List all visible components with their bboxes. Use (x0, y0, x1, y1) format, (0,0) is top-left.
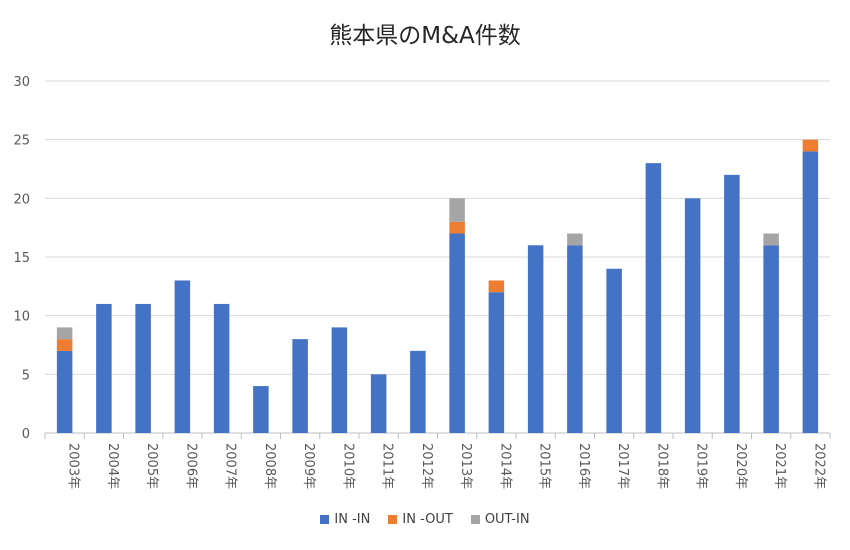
x-axis-ticks: 2003年 2004年 2005年 2006年 2007年 2008年 2009年 2010年… (66, 443, 827, 489)
y-tick-label: 0 (22, 427, 30, 442)
bar-in-in (763, 245, 779, 433)
bar-in-in (488, 292, 505, 433)
legend-item: IN -OUT (388, 512, 453, 527)
bar-in-in (135, 303, 151, 433)
legend-swatch (388, 515, 398, 524)
chart-title: 熊本県のM&A件数 (329, 23, 521, 49)
x-tick-label: 2022年 (811, 443, 826, 489)
x-tick-label: 2009年 (301, 443, 316, 489)
bar-in-in (606, 268, 622, 433)
bar-in-in (684, 198, 701, 433)
legend-label: IN -OUT (402, 512, 453, 527)
x-tick-label: 2018年 (654, 443, 669, 489)
x-tick-label: 2013年 (458, 443, 473, 489)
bar-in-in (174, 280, 191, 433)
x-tick-label: 2017年 (615, 443, 630, 489)
bar-in-in (645, 163, 662, 433)
gridlines (44, 80, 831, 439)
x-tick-label: 2008年 (262, 443, 277, 489)
legend-label: OUT-IN (484, 512, 530, 527)
bar-out-in (449, 198, 465, 222)
legend: IN -IN IN -OUT OUT-IN (0, 512, 850, 527)
bar-in-in (331, 327, 348, 433)
bar-in-out (802, 139, 819, 152)
x-tick-label: 2020年 (733, 443, 748, 489)
bar-in-in (449, 233, 465, 433)
bar-in-out (56, 339, 73, 351)
y-tick-label: 5 (22, 368, 30, 383)
legend-item: OUT-IN (470, 512, 530, 527)
bar-in-in (527, 245, 544, 433)
bar-in-in (724, 174, 740, 433)
y-tick-label: 25 (13, 134, 30, 149)
x-tick-label: 2011年 (380, 443, 395, 489)
x-tick-label: 2005年 (144, 443, 159, 489)
legend-swatch (320, 515, 330, 524)
bar-in-in (370, 374, 387, 433)
x-tick-label: 2016年 (576, 443, 591, 489)
bar-in-in (802, 151, 819, 433)
bar-in-out (449, 221, 465, 234)
bar-in-in (56, 350, 73, 433)
bar-in-in (96, 303, 112, 433)
x-tick-label: 2015年 (537, 443, 552, 489)
legend-item: IN -IN (320, 512, 370, 527)
x-tick-label: 2019年 (694, 443, 709, 489)
bar-in-in (292, 339, 308, 433)
y-axis-ticks: 0 5 10 15 20 25 30 (13, 75, 30, 442)
bar-out-in (567, 233, 583, 246)
bar-in-in (567, 245, 583, 433)
x-tick-label: 2006年 (183, 443, 198, 489)
x-tick-label: 2010年 (340, 443, 355, 489)
bars (56, 139, 819, 433)
x-tick-label: 2004年 (105, 443, 120, 489)
bar-out-in (763, 233, 779, 246)
bar-out-in (56, 327, 73, 340)
bar-in-in (253, 386, 269, 433)
y-tick-label: 15 (13, 251, 30, 266)
x-tick-label: 2021年 (772, 443, 787, 489)
x-tick-label: 2003年 (66, 443, 81, 489)
bar-in-in (410, 350, 426, 433)
x-tick-label: 2014年 (497, 443, 512, 489)
bar-in-in (213, 303, 230, 433)
x-tick-label: 2012年 (419, 443, 434, 489)
bar-in-out (488, 280, 505, 293)
y-tick-label: 10 (13, 310, 30, 325)
x-tick-label: 2007年 (223, 443, 238, 489)
y-tick-label: 30 (13, 75, 30, 90)
legend-label: IN -IN (334, 512, 371, 527)
legend-swatch (470, 515, 480, 524)
y-tick-label: 20 (13, 192, 30, 207)
